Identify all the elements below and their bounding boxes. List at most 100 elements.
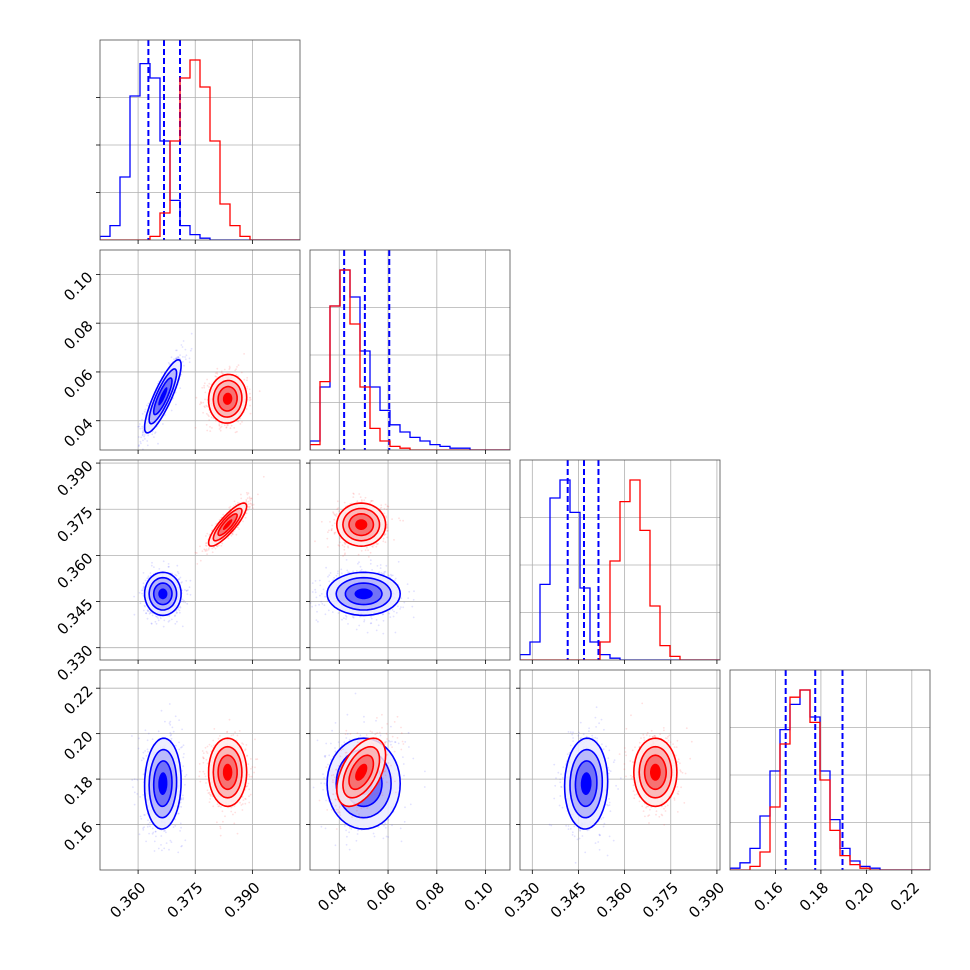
scatter-point xyxy=(335,574,338,577)
scatter-point xyxy=(246,493,249,496)
scatter-point xyxy=(174,391,177,394)
scatter-point xyxy=(363,620,365,623)
scatter-point xyxy=(182,797,185,799)
panel-content xyxy=(306,492,415,635)
scatter-point xyxy=(379,564,382,566)
scatter-point xyxy=(382,613,385,615)
scatter-point xyxy=(216,371,218,374)
scatter-point xyxy=(176,611,179,614)
scatter-point xyxy=(178,609,181,612)
scatter-point xyxy=(237,420,240,423)
scatter-point xyxy=(316,610,318,613)
scatter-point xyxy=(371,500,374,502)
panel-content xyxy=(137,332,261,450)
scatter-point xyxy=(158,568,161,570)
scatter-point xyxy=(246,387,248,390)
scatter-point xyxy=(334,514,337,516)
scatter-point xyxy=(327,609,330,612)
scatter-point xyxy=(346,569,349,572)
scatter-point xyxy=(208,386,210,388)
scatter-point xyxy=(249,398,252,401)
scatter-point xyxy=(397,560,400,563)
scatter-point xyxy=(180,344,183,346)
scatter-point xyxy=(164,720,166,723)
scatter-point xyxy=(175,574,178,577)
scatter-point xyxy=(184,775,187,778)
scatter-point xyxy=(188,357,191,360)
scatter-point xyxy=(252,507,254,509)
scatter-point xyxy=(380,504,383,507)
scatter-point xyxy=(150,622,153,625)
scatter-point xyxy=(332,579,334,581)
scatter-point xyxy=(151,738,154,741)
scatter-point xyxy=(205,545,208,547)
scatter-point xyxy=(154,620,157,623)
scatter-point xyxy=(373,544,375,546)
scatter-point xyxy=(182,744,185,747)
density-level-3-series-0 xyxy=(354,588,373,600)
scatter-point xyxy=(376,565,379,567)
scatter-point xyxy=(199,559,202,562)
scatter-point xyxy=(162,625,165,628)
scatter-point xyxy=(328,580,331,583)
scatter-point xyxy=(395,611,398,614)
scatter-point xyxy=(334,522,336,525)
scatter-point xyxy=(341,618,343,621)
scatter-point xyxy=(189,579,192,582)
scatter-point xyxy=(180,600,183,603)
scatter-point xyxy=(147,750,149,753)
scatter-point xyxy=(171,726,174,729)
scatter-point xyxy=(145,612,148,615)
scatter-point xyxy=(397,605,399,608)
scatter-point xyxy=(182,765,185,768)
histogram-series-0 xyxy=(100,62,300,240)
scatter-point xyxy=(387,574,390,577)
scatter-point xyxy=(133,791,136,794)
scatter-point xyxy=(352,616,355,619)
scatter-point xyxy=(306,579,308,581)
scatter-point xyxy=(338,545,341,547)
scatter-point xyxy=(249,497,251,500)
scatter-point xyxy=(174,715,177,718)
scatter-point xyxy=(146,739,149,742)
panel-content xyxy=(133,475,265,628)
scatter-point xyxy=(146,440,149,442)
scatter-panel-2-1 xyxy=(306,459,511,664)
scatter-point xyxy=(359,496,362,499)
scatter-point xyxy=(241,421,243,423)
scatter-point xyxy=(142,429,145,432)
scatter-point xyxy=(364,549,367,552)
scatter-point xyxy=(188,361,191,364)
scatter-point xyxy=(172,397,175,399)
scatter-point xyxy=(165,831,167,834)
scatter-point xyxy=(334,531,337,534)
scatter-point xyxy=(184,839,187,842)
scatter-point xyxy=(164,414,166,416)
scatter-point xyxy=(357,553,360,556)
scatter-point xyxy=(207,414,209,416)
scatter-point xyxy=(318,579,321,582)
scatter-point xyxy=(320,520,323,523)
scatter-point xyxy=(203,386,206,389)
scatter-point xyxy=(208,547,210,550)
scatter-point xyxy=(385,564,388,567)
scatter-point xyxy=(133,778,136,781)
scatter-point xyxy=(344,542,346,544)
panel-background xyxy=(100,460,300,660)
scatter-point xyxy=(202,411,205,414)
scatter-point xyxy=(386,505,389,508)
scatter-point xyxy=(344,552,346,555)
scatter-point xyxy=(145,612,147,615)
scatter-point xyxy=(380,572,383,574)
scatter-point xyxy=(361,500,363,502)
scatter-point xyxy=(149,825,151,828)
scatter-point xyxy=(384,541,387,544)
scatter-point xyxy=(239,423,242,425)
scatter-point xyxy=(383,571,386,573)
scatter-point xyxy=(180,798,183,801)
scatter-point xyxy=(352,570,354,573)
scatter-point xyxy=(149,821,151,824)
scatter-point xyxy=(227,424,229,427)
scatter-point xyxy=(237,364,240,366)
scatter-point xyxy=(163,830,165,832)
